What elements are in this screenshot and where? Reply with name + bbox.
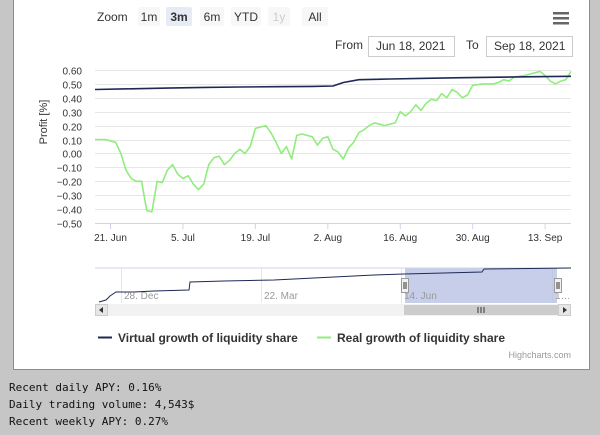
y-tick-label: 0.10 <box>63 137 83 148</box>
zoom-button-ytd[interactable]: YTD <box>231 7 261 26</box>
x-tick-label: 30. Aug <box>456 233 490 244</box>
zoom-button-1y: 1y <box>268 7 290 26</box>
legend: Virtual growth of liquidity share Real gr… <box>98 331 505 345</box>
y-tick-label: −0.40 <box>57 206 83 217</box>
y-axis-ticks: 0.60 0.50 0.40 0.30 0.20 0.10 0.00 −0.10 −0.20 −0… <box>57 67 83 231</box>
navigator-date-labels: 28. Dec 22. Mar 14. Jun 1… <box>124 291 571 302</box>
scroll-left-arrow-icon <box>99 307 103 313</box>
y-tick-label: 0.20 <box>63 123 83 134</box>
scroll-right-arrow-icon <box>563 307 567 313</box>
plot-grid <box>95 70 571 224</box>
x-tick-label: 5. Jul <box>171 233 195 244</box>
scroll-left-button[interactable] <box>95 304 108 316</box>
scrollbar-grip-icon <box>477 307 485 313</box>
y-tick-label: −0.30 <box>57 192 83 203</box>
navigator-date-label: 28. Dec <box>124 291 158 302</box>
y-tick-label: −0.50 <box>57 220 83 231</box>
navigator[interactable]: 28. Dec 22. Mar 14. Jun 1… <box>95 267 572 303</box>
zoom-button-1m[interactable]: 1m <box>138 7 160 26</box>
zoom-button-label: All <box>308 10 321 24</box>
range-selector: Zoom 1m 3m 6m YTD 1y All From Jun 18, 2021 To… <box>97 7 573 57</box>
daily-volume-text: Daily trading volume: 4,543$ <box>9 398 195 411</box>
legend-label: Real growth of liquidity share <box>337 331 505 345</box>
zoom-button-label: 3m <box>170 10 187 24</box>
zoom-button-label: 1y <box>273 10 286 24</box>
y-tick-label: 0.30 <box>63 109 83 120</box>
virtual-growth-series-line[interactable] <box>94 75 572 91</box>
y-tick-label: −0.20 <box>57 178 83 189</box>
scroll-right-button[interactable] <box>558 304 571 316</box>
zoom-button-label: YTD <box>234 10 258 24</box>
y-tick-label: −0.10 <box>57 164 83 175</box>
legend-item-real-growth[interactable]: Real growth of liquidity share <box>317 331 505 345</box>
y-tick-label: 0.50 <box>63 81 83 92</box>
zoom-button-6m[interactable]: 6m <box>200 7 224 26</box>
navigator-series-line <box>98 267 572 303</box>
navigator-date-label: 22. Mar <box>264 291 299 302</box>
zoom-button-3m[interactable]: 3m <box>166 7 192 26</box>
x-tick-label: 13. Sep <box>528 233 563 244</box>
zoom-button-label: 1m <box>141 10 158 24</box>
real-growth-series-line[interactable] <box>95 70 572 213</box>
x-tick-label: 2. Aug <box>314 233 342 244</box>
y-tick-label: 0.40 <box>63 95 83 106</box>
from-date-value: Jun 18, 2021 <box>376 39 446 53</box>
y-tick-label: 0.00 <box>63 150 83 161</box>
navigator-date-label: 1… <box>555 291 571 302</box>
series-group <box>94 70 572 213</box>
hamburger-menu-icon[interactable] <box>550 8 572 28</box>
navigator-right-handle[interactable] <box>554 278 562 293</box>
zoom-button-all[interactable]: All <box>302 7 328 26</box>
from-date-input[interactable]: Jun 18, 2021 <box>368 36 455 57</box>
legend-label: Virtual growth of liquidity share <box>118 331 298 345</box>
x-tick-label: 19. Jul <box>241 233 270 244</box>
x-axis-ticks: 21. Jun 5. Jul 19. Jul 2. Aug 16. Aug 30. Aug… <box>94 223 563 244</box>
daily-apy-text: Recent daily APY: 0.16% <box>9 381 162 394</box>
y-tick-label: 0.60 <box>63 67 83 78</box>
y-axis-label: Profit [%] <box>38 100 50 145</box>
chart-container: Zoom 1m 3m 6m YTD 1y All From Jun 18, 2021 To… <box>13 0 590 370</box>
legend-item-virtual-growth[interactable]: Virtual growth of liquidity share <box>98 331 298 345</box>
from-label: From <box>335 38 363 52</box>
to-date-input[interactable]: Sep 18, 2021 <box>486 36 573 57</box>
to-date-value: Sep 18, 2021 <box>494 39 566 53</box>
zoom-button-group: 1m 3m 6m YTD 1y All <box>138 7 328 26</box>
x-tick-label: 16. Aug <box>383 233 417 244</box>
weekly-apy-text: Recent weekly APY: 0.27% <box>9 415 168 428</box>
zoom-label: Zoom <box>97 10 128 24</box>
navigator-date-label: 14. Jun <box>404 291 437 302</box>
scrollbar[interactable] <box>95 304 571 316</box>
zoom-button-label: 6m <box>204 10 221 24</box>
to-label: To <box>466 38 479 52</box>
credits-link[interactable]: Highcharts.com <box>508 350 571 360</box>
navigator-left-handle[interactable] <box>401 278 409 293</box>
chart-svg: Zoom 1m 3m 6m YTD 1y All From Jun 18, 2021 To… <box>38 7 573 360</box>
x-tick-label: 21. Jun <box>94 233 127 244</box>
